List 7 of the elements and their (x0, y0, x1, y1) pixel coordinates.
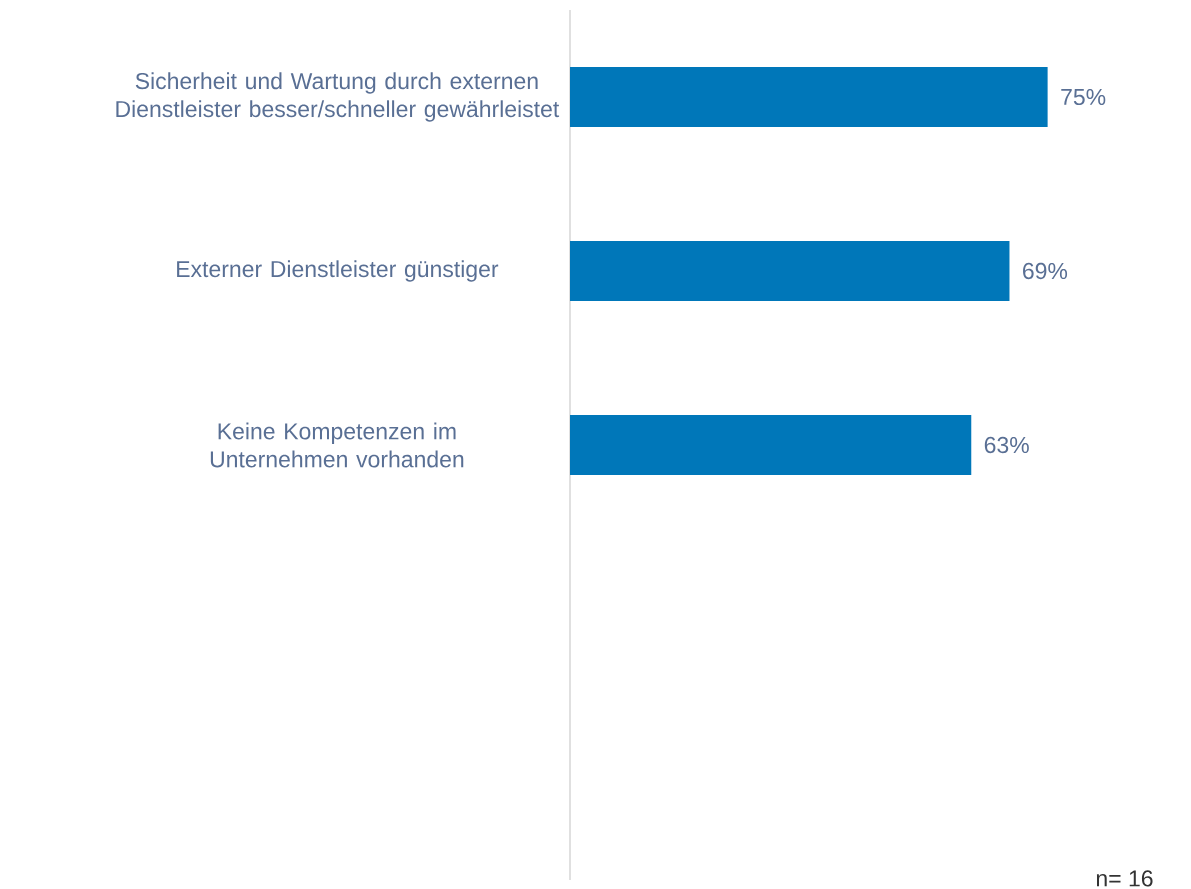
data-label: 69% (1023, 262, 1068, 280)
y-tick-label: Sicherheit und Wartung durch externen Dienstleister besser/schneller gewährleistet (116, 72, 560, 122)
data-label: 75% (1061, 88, 1106, 106)
text: n= 16 (1096, 870, 1153, 887)
y-tick-label: Externer Dienstleister günstiger (177, 260, 499, 282)
y-tick-label: Keine Kompetenzen im Unternehmen vorhanden (210, 422, 464, 468)
data-label: 63% (984, 436, 1029, 454)
